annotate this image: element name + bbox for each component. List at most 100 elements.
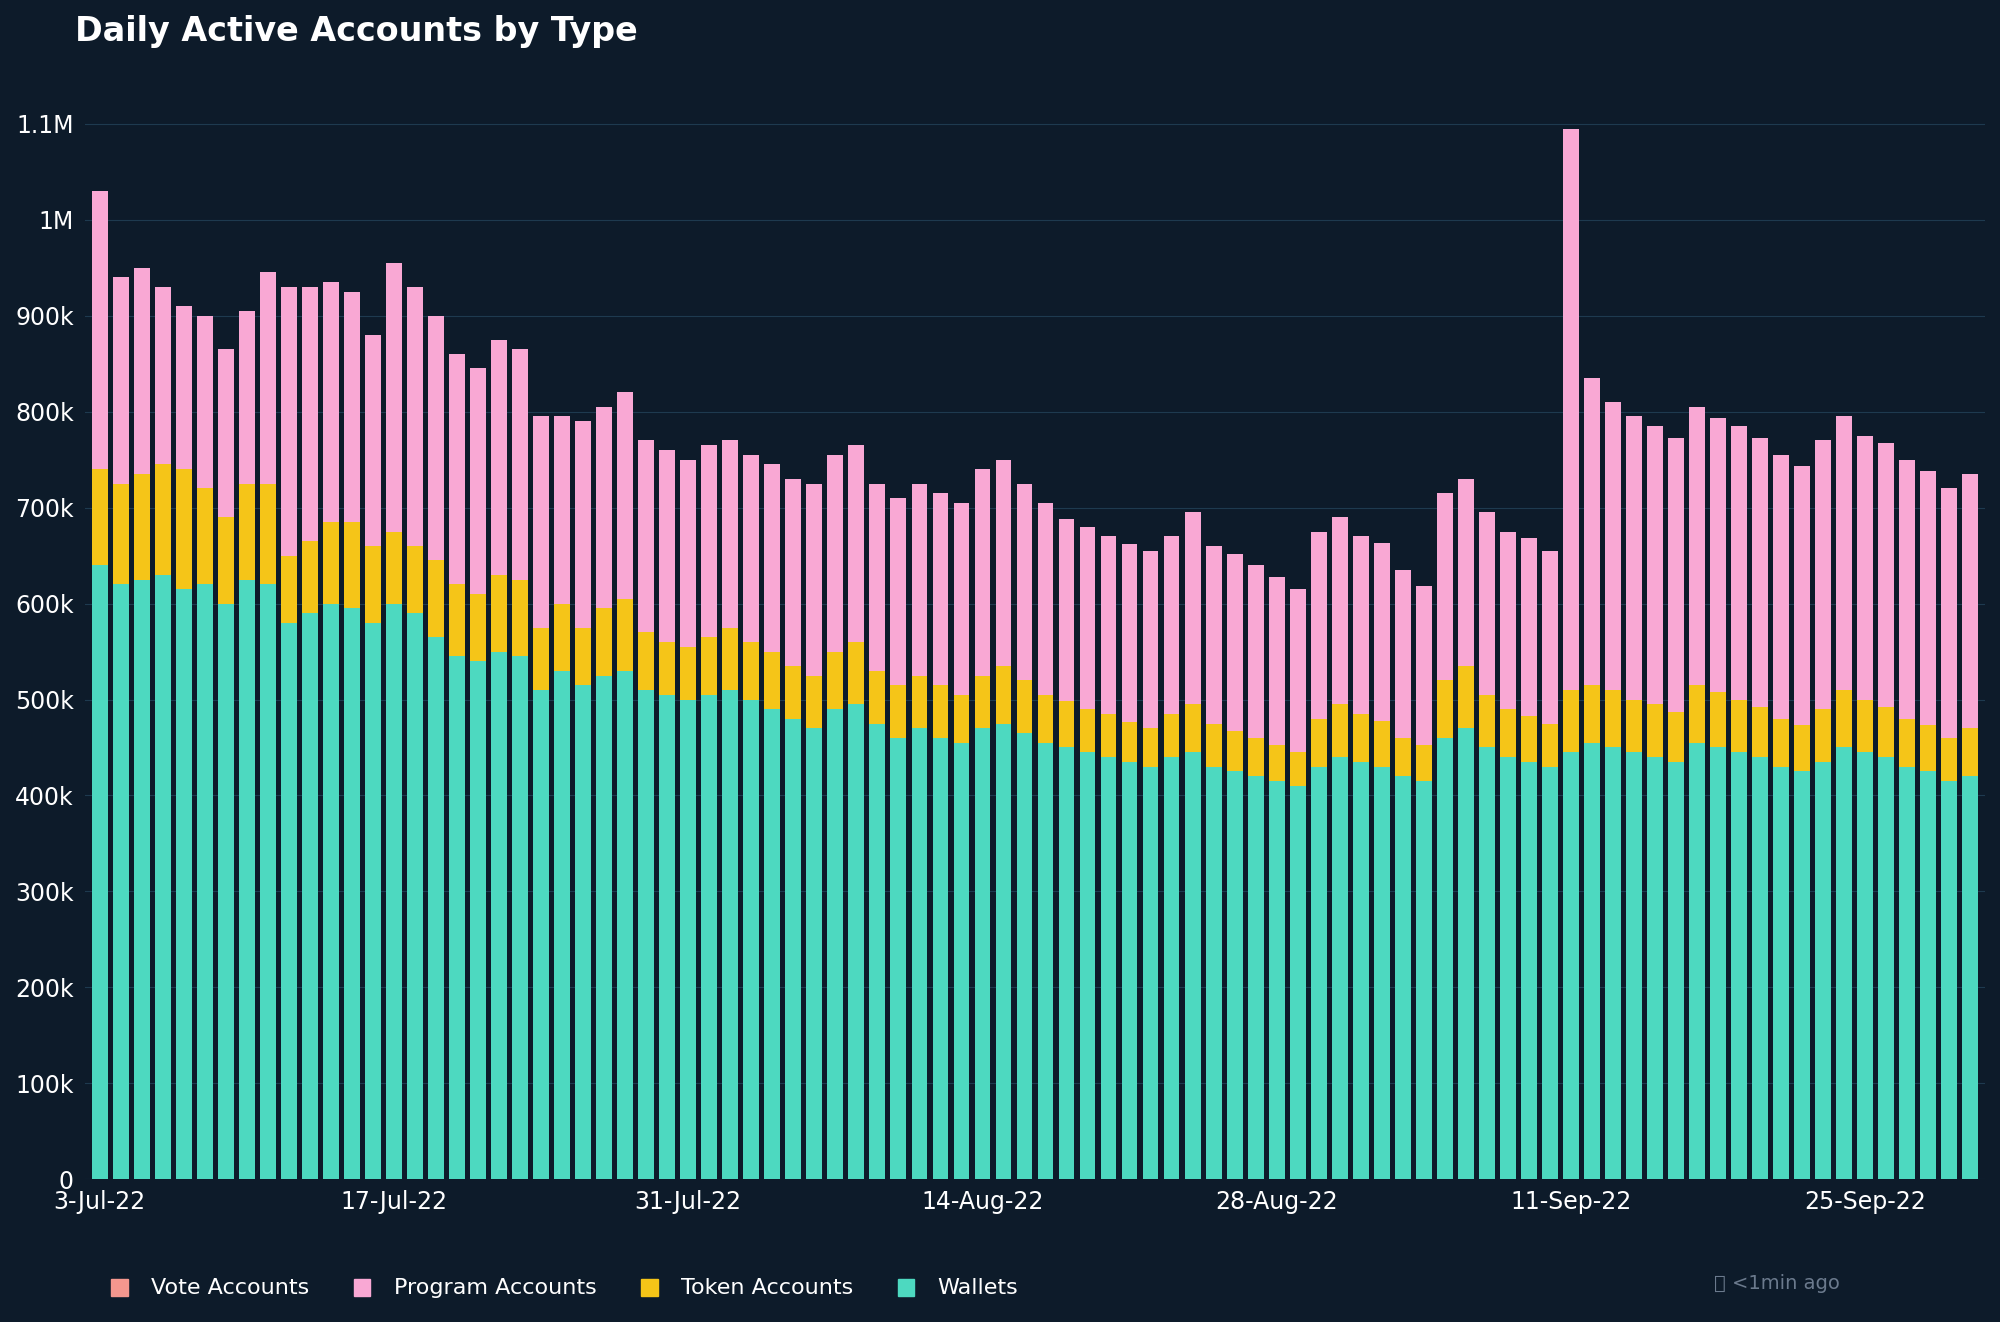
Bar — [196, 316, 212, 488]
Bar — [1290, 752, 1306, 785]
Bar — [1522, 715, 1536, 761]
Bar — [890, 685, 906, 738]
Bar — [1920, 772, 1936, 1179]
Bar — [196, 584, 212, 1179]
Bar — [554, 604, 570, 670]
Bar — [1310, 767, 1326, 1179]
Bar — [112, 584, 128, 1179]
Bar — [1058, 702, 1074, 747]
Bar — [176, 469, 192, 590]
Bar — [1332, 517, 1348, 705]
Bar — [722, 628, 738, 690]
Bar — [1248, 776, 1264, 1179]
Bar — [1458, 666, 1474, 728]
Bar — [660, 695, 676, 1179]
Bar — [828, 709, 844, 1179]
Bar — [324, 604, 338, 1179]
Bar — [1332, 758, 1348, 1179]
Bar — [1710, 747, 1726, 1179]
Bar — [848, 446, 864, 642]
Bar — [1836, 416, 1852, 690]
Bar — [1900, 719, 1916, 767]
Bar — [890, 738, 906, 1179]
Bar — [1648, 758, 1662, 1179]
Bar — [1500, 758, 1516, 1179]
Bar — [1436, 681, 1452, 738]
Bar — [680, 460, 696, 646]
Bar — [1648, 426, 1662, 705]
Bar — [92, 469, 108, 566]
Bar — [1458, 728, 1474, 1179]
Bar — [1478, 695, 1494, 747]
Bar — [702, 637, 718, 695]
Bar — [366, 623, 380, 1179]
Bar — [492, 652, 506, 1179]
Bar — [1962, 728, 1978, 776]
Bar — [680, 646, 696, 699]
Bar — [280, 287, 296, 555]
Bar — [408, 287, 422, 546]
Bar — [1206, 767, 1222, 1179]
Bar — [1038, 743, 1054, 1179]
Bar — [1816, 709, 1832, 761]
Bar — [534, 628, 548, 690]
Bar — [870, 723, 886, 1179]
Bar — [1352, 537, 1368, 714]
Bar — [112, 484, 128, 584]
Bar — [1164, 758, 1180, 1179]
Bar — [1500, 531, 1516, 709]
Bar — [1920, 726, 1936, 772]
Bar — [1184, 513, 1200, 705]
Bar — [638, 632, 654, 690]
Bar — [218, 349, 234, 517]
Bar — [386, 263, 402, 531]
Bar — [1858, 699, 1874, 752]
Bar — [1626, 752, 1642, 1179]
Bar — [576, 685, 590, 1179]
Bar — [218, 604, 234, 1179]
Bar — [1226, 772, 1242, 1179]
Bar — [1584, 378, 1600, 685]
Bar — [660, 642, 676, 695]
Bar — [954, 743, 970, 1179]
Bar — [450, 656, 464, 1179]
Bar — [1584, 685, 1600, 743]
Bar — [1226, 554, 1242, 731]
Bar — [1522, 761, 1536, 1179]
Bar — [1478, 513, 1494, 695]
Bar — [512, 656, 528, 1179]
Bar — [1564, 752, 1578, 1179]
Bar — [1774, 455, 1790, 719]
Bar — [680, 699, 696, 1179]
Bar — [238, 579, 254, 1179]
Bar — [996, 666, 1012, 723]
Bar — [1584, 743, 1600, 1179]
Bar — [1122, 722, 1138, 761]
Bar — [596, 676, 612, 1179]
Bar — [1436, 493, 1452, 681]
Bar — [386, 531, 402, 604]
Bar — [344, 522, 360, 608]
Bar — [596, 608, 612, 676]
Bar — [1016, 681, 1032, 734]
Bar — [154, 287, 170, 464]
Bar — [1752, 758, 1768, 1179]
Bar — [828, 455, 844, 652]
Bar — [1142, 728, 1158, 767]
Bar — [660, 449, 676, 642]
Bar — [1752, 439, 1768, 707]
Bar — [1752, 707, 1768, 758]
Bar — [828, 652, 844, 709]
Bar — [470, 661, 486, 1179]
Bar — [1732, 426, 1746, 699]
Bar — [1668, 761, 1684, 1179]
Bar — [1774, 719, 1790, 767]
Bar — [450, 354, 464, 584]
Bar — [1058, 747, 1074, 1179]
Bar — [1080, 709, 1096, 752]
Bar — [1794, 726, 1810, 772]
Bar — [1710, 691, 1726, 747]
Bar — [744, 455, 760, 642]
Bar — [1100, 537, 1116, 714]
Bar — [974, 676, 990, 728]
